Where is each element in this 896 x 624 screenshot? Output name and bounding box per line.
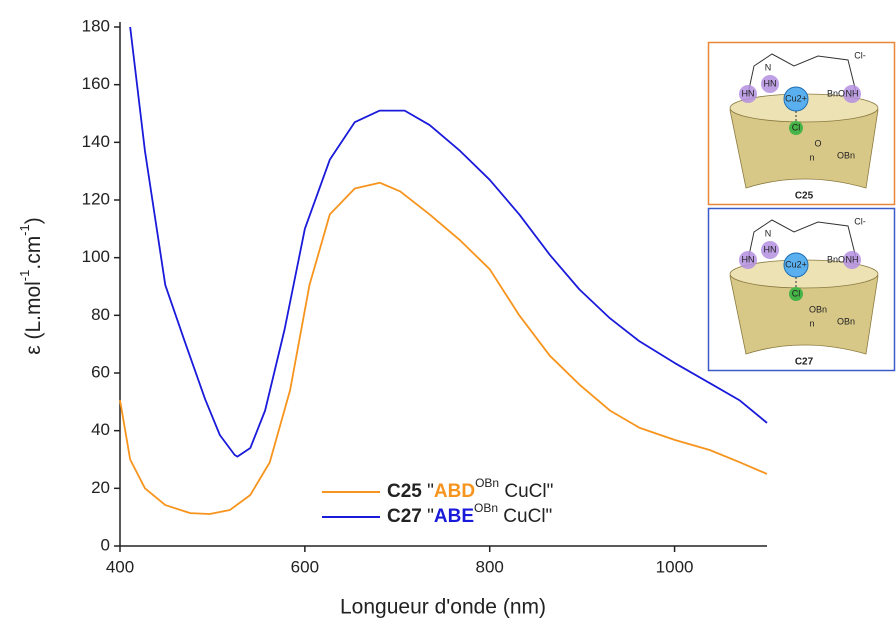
x-axis-title: Longueur d'onde (nm) xyxy=(340,596,546,619)
legend-label-part: CuCl" xyxy=(498,506,552,527)
legend-label: C27 "ABEOBn CuCl" xyxy=(387,501,552,527)
legend-label-part: C25 xyxy=(387,481,422,502)
inset-label: NH xyxy=(846,254,859,264)
inset-label: HN xyxy=(742,88,755,98)
nh-atom xyxy=(739,251,757,269)
inset-label: OBn xyxy=(837,150,855,160)
inset-label: n xyxy=(809,318,814,328)
y-tick-label: 100 xyxy=(82,247,110,266)
inset-label: NH xyxy=(846,88,859,98)
macrocycle xyxy=(747,219,857,261)
inset-caption: C27 xyxy=(795,357,814,368)
y-axis-title: ε (L.mol-1.cm-1) xyxy=(17,217,44,355)
legend-label-part: OBn xyxy=(475,476,499,490)
inset-label: N xyxy=(765,228,772,238)
legend-label-part: OBn xyxy=(474,501,498,515)
x-tick-label: 800 xyxy=(476,557,504,576)
nh-atom xyxy=(843,85,861,103)
y-tick-label: 120 xyxy=(82,189,110,208)
inset-label: Cl xyxy=(792,288,801,298)
x-tick-label: 400 xyxy=(106,557,134,576)
nh-atom xyxy=(761,241,779,259)
series-line xyxy=(129,26,768,458)
inset-label: HN xyxy=(742,254,755,264)
inset-label: HN xyxy=(764,78,777,88)
x-tick-label: 600 xyxy=(291,557,319,576)
nh-atom xyxy=(843,251,861,269)
legend-label-part: C27 xyxy=(387,506,422,527)
cl-atom xyxy=(789,121,803,135)
inset-label: Cu2+ xyxy=(785,259,807,269)
inset-label: BnO xyxy=(827,254,845,264)
y-tick-label: 0 xyxy=(101,535,110,554)
legend-label-part: ABD xyxy=(434,481,475,502)
legend-label-part: ABE xyxy=(434,506,474,527)
y-tick-label: 20 xyxy=(91,478,110,497)
inset-label: BnO xyxy=(827,88,845,98)
inset-label: OBn xyxy=(809,304,827,314)
inset-label: n xyxy=(809,152,814,162)
y-tick-label: 140 xyxy=(82,132,110,151)
legend-label: C25 "ABDOBn CuCl" xyxy=(387,476,553,502)
legend-label-part: " xyxy=(422,481,434,502)
nh-atom xyxy=(761,75,779,93)
y-tick-label: 40 xyxy=(91,420,110,439)
y-axis-title-part: -1 xyxy=(17,270,32,282)
inset: Cl- N HN HN NH Cu2+ Cl BnO OBn OBn n C27 xyxy=(707,207,896,372)
inset-label: OBn xyxy=(837,316,855,326)
nh-atom xyxy=(739,85,757,103)
inset-label: N xyxy=(765,62,772,72)
y-axis-title-part: ) xyxy=(22,217,45,224)
y-tick-label: 160 xyxy=(82,74,110,93)
inset-label: HN xyxy=(764,244,777,254)
cl-atom xyxy=(789,287,803,301)
y-axis-title-part: .cm xyxy=(22,236,45,270)
y-tick-label: 60 xyxy=(91,362,110,381)
y-axis-title-part: -1 xyxy=(17,224,32,236)
inset-label: Cl- xyxy=(854,50,866,60)
y-tick-label: 80 xyxy=(91,305,110,324)
inset-caption: C25 xyxy=(795,191,814,202)
inset-label: O xyxy=(814,138,821,148)
series-line xyxy=(119,181,768,515)
x-tick-label: 1000 xyxy=(656,557,694,576)
y-tick-label: 180 xyxy=(82,16,110,35)
macrocycle xyxy=(747,53,857,95)
inset-label: Cl xyxy=(792,122,801,132)
inset: Cl- N HN HN NH Cu2+ Cl BnO O OBn n C25 xyxy=(707,41,896,206)
y-axis-title-part: ε (L.mol xyxy=(22,281,45,355)
legend-label-part: CuCl" xyxy=(499,481,553,502)
legend-label-part: " xyxy=(422,506,434,527)
inset-label: Cl- xyxy=(854,216,866,226)
inset-label: Cu2+ xyxy=(785,93,807,103)
